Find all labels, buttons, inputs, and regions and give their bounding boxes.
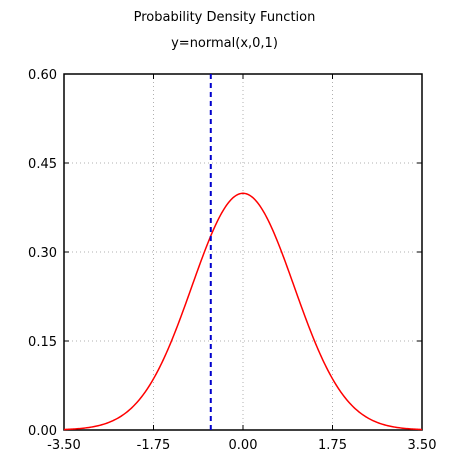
x-tick-label: -3.50 [47, 438, 81, 453]
x-tick-label: 1.75 [318, 438, 347, 453]
density-curve [63, 192, 423, 431]
y-tick-label: 0.60 [28, 68, 57, 83]
x-tick-label: 3.50 [408, 438, 437, 453]
chart-subtitle: y=normal(x,0,1) [171, 36, 278, 51]
y-tick-label: 0.15 [28, 335, 57, 350]
y-tick-label: 0.00 [28, 424, 57, 439]
chart-title: Probability Density Function [133, 10, 316, 25]
y-tick-label: 0.30 [28, 246, 57, 261]
x-tick-label: 0.00 [229, 438, 258, 453]
y-tick-label: 0.45 [28, 157, 57, 172]
x-tick-label: -1.75 [137, 438, 171, 453]
